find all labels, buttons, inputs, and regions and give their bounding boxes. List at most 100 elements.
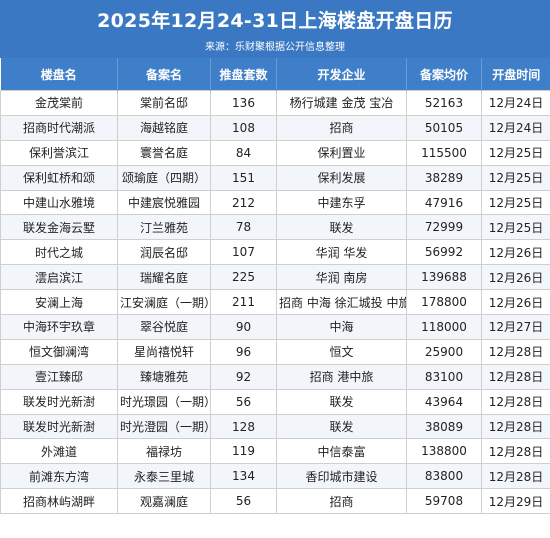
table-row: 前滩东方湾 永泰三里城 134 香印城市建设 83800 12月28日 bbox=[0, 463, 550, 490]
project-name-cell: 壹江臻邸 bbox=[0, 363, 118, 390]
table-row: 澐启滨江 瑞耀名庭 225 华润 南房 139688 12月26日 bbox=[0, 264, 550, 291]
open-date-cell: 12月25日 bbox=[481, 139, 550, 166]
avg-price-cell: 138800 bbox=[406, 438, 482, 465]
avg-price-cell: 52163 bbox=[406, 90, 482, 116]
units-cell: 78 bbox=[210, 214, 277, 241]
developer-cell: 华润 南房 bbox=[276, 264, 407, 291]
open-date-cell: 12月25日 bbox=[481, 164, 550, 191]
project-name-cell: 外滩道 bbox=[0, 438, 118, 465]
column-header-project: 楼盘名 bbox=[0, 58, 118, 91]
column-header-units: 推盘套数 bbox=[210, 58, 277, 91]
units-cell: 128 bbox=[210, 413, 277, 440]
table-row: 中海环宇玖章 翠谷悦庭 90 中海 118000 12月27日 bbox=[0, 314, 550, 340]
open-date-cell: 12月25日 bbox=[481, 189, 550, 216]
avg-price-cell: 139688 bbox=[406, 264, 482, 291]
avg-price-cell: 56992 bbox=[406, 239, 482, 266]
avg-price-cell: 115500 bbox=[406, 139, 482, 166]
table-row: 招商时代潮派 海越铭庭 108 招商 50105 12月24日 bbox=[0, 114, 550, 141]
table-row: 联发时光新澍 时光璟园（一期） 56 联发 43964 12月28日 bbox=[0, 388, 550, 415]
developer-cell: 联发 bbox=[276, 388, 407, 415]
open-date-cell: 12月28日 bbox=[481, 338, 550, 365]
units-cell: 134 bbox=[210, 463, 277, 490]
record-name-cell: 海越铭庭 bbox=[117, 114, 211, 141]
record-name-cell: 润辰名邸 bbox=[117, 239, 211, 266]
record-name-cell: 永泰三里城 bbox=[117, 463, 211, 490]
developer-cell: 招商 港中旅 bbox=[276, 363, 407, 390]
project-name-cell: 前滩东方湾 bbox=[0, 463, 118, 490]
record-name-cell: 中建宸悦雅园 bbox=[117, 189, 211, 216]
project-name-cell: 联发金海云墅 bbox=[0, 214, 118, 241]
avg-price-cell: 118000 bbox=[406, 314, 482, 340]
record-name-cell: 臻塘雅苑 bbox=[117, 363, 211, 390]
open-date-cell: 12月27日 bbox=[481, 314, 550, 340]
developer-cell: 联发 bbox=[276, 413, 407, 440]
units-cell: 90 bbox=[210, 314, 277, 340]
project-name-cell: 恒文御澜湾 bbox=[0, 338, 118, 365]
developer-cell: 招商 bbox=[276, 114, 407, 141]
open-date-cell: 12月29日 bbox=[481, 488, 550, 515]
page-title: 2025年12月24-31日上海楼盘开盘日历 bbox=[97, 10, 453, 32]
record-name-cell: 棠前名邸 bbox=[117, 90, 211, 116]
units-cell: 56 bbox=[210, 488, 277, 515]
units-cell: 119 bbox=[210, 438, 277, 465]
table-row: 招商林屿湖畔 观嘉澜庭 56 招商 59708 12月29日 bbox=[0, 488, 550, 515]
open-date-cell: 12月28日 bbox=[481, 413, 550, 440]
avg-price-cell: 83100 bbox=[406, 363, 482, 390]
table-row: 外滩道 福禄坊 119 中信泰富 138800 12月28日 bbox=[0, 438, 550, 465]
developer-cell: 保利置业 bbox=[276, 139, 407, 166]
record-name-cell: 江安澜庭（一期） bbox=[117, 289, 211, 316]
open-date-cell: 12月24日 bbox=[481, 114, 550, 141]
open-date-cell: 12月24日 bbox=[481, 90, 550, 116]
table-row: 时代之城 润辰名邸 107 华润 华发 56992 12月26日 bbox=[0, 239, 550, 266]
units-cell: 108 bbox=[210, 114, 277, 141]
avg-price-cell: 83800 bbox=[406, 463, 482, 490]
developer-cell: 香印城市建设 bbox=[276, 463, 407, 490]
units-cell: 107 bbox=[210, 239, 277, 266]
record-name-cell: 瑞耀名庭 bbox=[117, 264, 211, 291]
open-date-cell: 12月25日 bbox=[481, 214, 550, 241]
open-date-cell: 12月28日 bbox=[481, 388, 550, 415]
units-cell: 92 bbox=[210, 363, 277, 390]
avg-price-cell: 25900 bbox=[406, 338, 482, 365]
project-name-cell: 金茂棠前 bbox=[0, 90, 118, 116]
table-row: 联发金海云墅 汀兰雅苑 78 联发 72999 12月25日 bbox=[0, 214, 550, 241]
open-date-cell: 12月26日 bbox=[481, 264, 550, 291]
project-name-cell: 保利誉滨江 bbox=[0, 139, 118, 166]
developer-cell: 中海 bbox=[276, 314, 407, 340]
units-cell: 96 bbox=[210, 338, 277, 365]
units-cell: 136 bbox=[210, 90, 277, 116]
units-cell: 212 bbox=[210, 189, 277, 216]
record-name-cell: 寰誉名庭 bbox=[117, 139, 211, 166]
developer-cell: 招商 中海 徐汇城投 中旅 bbox=[276, 289, 407, 316]
column-header-avg-price: 备案均价 bbox=[406, 58, 482, 91]
column-header-open-date: 开盘时间 bbox=[481, 58, 550, 91]
open-date-cell: 12月28日 bbox=[481, 363, 550, 390]
units-cell: 151 bbox=[210, 164, 277, 191]
avg-price-cell: 43964 bbox=[406, 388, 482, 415]
column-header-record-name: 备案名 bbox=[117, 58, 211, 91]
project-name-cell: 澐启滨江 bbox=[0, 264, 118, 291]
avg-price-cell: 38289 bbox=[406, 164, 482, 191]
developer-cell: 联发 bbox=[276, 214, 407, 241]
project-name-cell: 保利虹桥和颂 bbox=[0, 164, 118, 191]
project-name-cell: 招商时代潮派 bbox=[0, 114, 118, 141]
project-name-cell: 招商林屿湖畔 bbox=[0, 488, 118, 515]
open-date-cell: 12月28日 bbox=[481, 438, 550, 465]
project-name-cell: 时代之城 bbox=[0, 239, 118, 266]
avg-price-cell: 72999 bbox=[406, 214, 482, 241]
table-row: 中建山水雅境 中建宸悦雅园 212 中建东孚 47916 12月25日 bbox=[0, 189, 550, 216]
developer-cell: 招商 bbox=[276, 488, 407, 515]
avg-price-cell: 38089 bbox=[406, 413, 482, 440]
project-name-cell: 联发时光新澍 bbox=[0, 388, 118, 415]
table-header-row: 楼盘名 备案名 推盘套数 开发企业 备案均价 开盘时间 bbox=[0, 58, 550, 91]
column-header-developer: 开发企业 bbox=[276, 58, 407, 91]
project-name-cell: 中建山水雅境 bbox=[0, 189, 118, 216]
record-name-cell: 观嘉澜庭 bbox=[117, 488, 211, 515]
avg-price-cell: 59708 bbox=[406, 488, 482, 515]
open-date-cell: 12月26日 bbox=[481, 289, 550, 316]
record-name-cell: 时光璟园（一期） bbox=[117, 388, 211, 415]
project-name-cell: 联发时光新澍 bbox=[0, 413, 118, 440]
open-date-cell: 12月28日 bbox=[481, 463, 550, 490]
table-row: 壹江臻邸 臻塘雅苑 92 招商 港中旅 83100 12月28日 bbox=[0, 363, 550, 390]
record-name-cell: 福禄坊 bbox=[117, 438, 211, 465]
